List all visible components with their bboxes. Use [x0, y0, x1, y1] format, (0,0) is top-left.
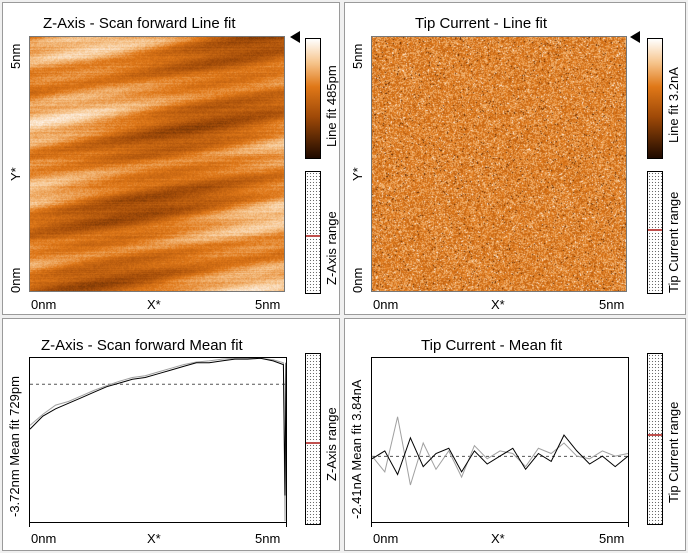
- panel-title: Tip Current - Mean fit: [421, 337, 563, 354]
- range-marker[interactable]: [306, 442, 320, 444]
- x-tick: [286, 523, 287, 527]
- current-scan-arrow-icon[interactable]: [290, 31, 300, 43]
- y-axis-label: -3.72nm Mean fit 729pm: [7, 376, 22, 517]
- x-axis-label-left: 0nm: [31, 531, 57, 546]
- colorbar-label: Line fit 485pm: [324, 65, 339, 147]
- x-tick: [628, 523, 629, 527]
- z-mean-plot-svg: [30, 358, 286, 522]
- tip-range-bar[interactable]: [647, 171, 663, 294]
- y-axis-label-bottom: 0nm: [350, 267, 365, 293]
- x-tick: [371, 523, 372, 527]
- x-axis-label: X*: [147, 297, 161, 312]
- x-axis-label-right: 5nm: [599, 297, 625, 312]
- panel-title: Z-Axis - Scan forward Mean fit: [41, 337, 243, 354]
- range-label: Tip Current range: [666, 401, 681, 503]
- panel-title: Z-Axis - Scan forward Line fit: [43, 15, 236, 32]
- y-axis-label: -2.41nA Mean fit 3.84nA: [349, 379, 364, 519]
- z-range-bar[interactable]: [305, 353, 321, 525]
- y-axis-label-top: 5nm: [350, 43, 365, 69]
- range-marker[interactable]: [648, 229, 662, 231]
- forward-series-line: [30, 358, 286, 496]
- tip-current-scan-image[interactable]: [371, 36, 627, 292]
- x-axis-label-left: 0nm: [31, 297, 57, 312]
- range-label: Z-Axis range: [324, 211, 339, 285]
- current-scan-arrow-icon[interactable]: [630, 31, 640, 43]
- z-range-bar[interactable]: [305, 171, 321, 294]
- z-mean-plot[interactable]: [29, 357, 287, 523]
- z-colorbar[interactable]: [305, 38, 321, 159]
- tip-range-bar[interactable]: [647, 353, 663, 525]
- range-marker[interactable]: [306, 235, 320, 237]
- y-axis-label-bottom: 0nm: [8, 267, 23, 293]
- tip-colorbar[interactable]: [647, 38, 663, 159]
- panel-title: Tip Current - Line fit: [415, 15, 547, 32]
- y-axis-label: Y*: [8, 167, 23, 181]
- x-axis-label: X*: [491, 531, 505, 546]
- z-axis-scan-image[interactable]: [29, 36, 285, 292]
- z-line-panel: Z-Axis - Scan forward Line fit 5nm Y* 0n…: [2, 2, 340, 315]
- tip-line-panel: Tip Current - Line fit 5nm Y* 0nm 0nm X*…: [344, 2, 686, 315]
- x-axis-label-right: 5nm: [255, 531, 281, 546]
- backward-series-line: [372, 416, 628, 486]
- backward-series-line: [30, 358, 286, 522]
- x-axis-label-left: 0nm: [373, 297, 399, 312]
- colorbar-label: Line fit 3.2nA: [666, 67, 681, 143]
- x-axis-label-right: 5nm: [255, 297, 281, 312]
- forward-series-line: [372, 434, 628, 476]
- x-axis-label: X*: [491, 297, 505, 312]
- y-axis-label: Y*: [350, 167, 365, 181]
- z-mean-panel: Z-Axis - Scan forward Mean fit -3.72nm M…: [2, 318, 340, 551]
- x-axis-label-right: 5nm: [599, 531, 625, 546]
- x-tick: [29, 523, 30, 527]
- tip-mean-panel: Tip Current - Mean fit -2.41nA Mean fit …: [344, 318, 686, 551]
- range-label: Tip Current range: [666, 191, 681, 293]
- range-marker[interactable]: [648, 434, 662, 436]
- y-axis-label-top: 5nm: [8, 43, 23, 69]
- x-axis-label: X*: [147, 531, 161, 546]
- tip-mean-plot-svg: [372, 416, 628, 486]
- range-label: Z-Axis range: [324, 407, 339, 481]
- tip-mean-plot[interactable]: [371, 357, 629, 523]
- x-axis-label-left: 0nm: [373, 531, 399, 546]
